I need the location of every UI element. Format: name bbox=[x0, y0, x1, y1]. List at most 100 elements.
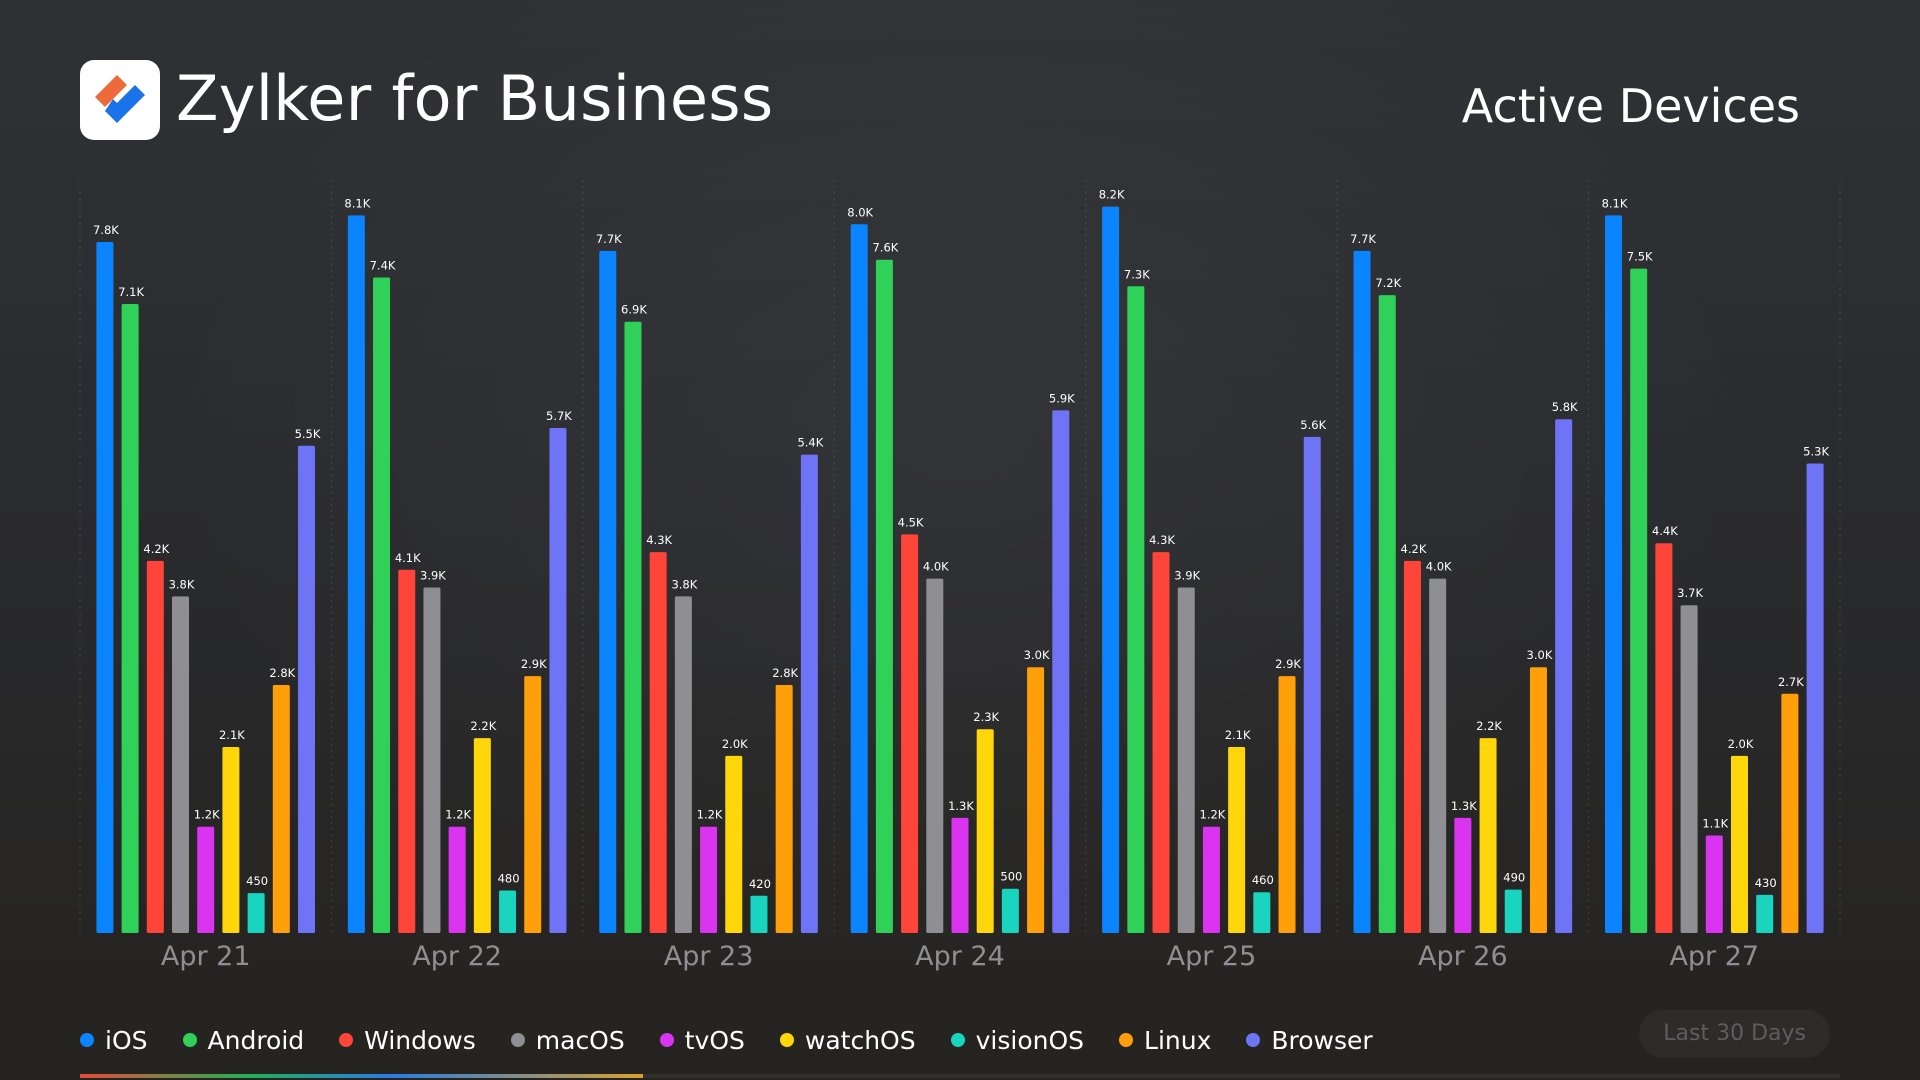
legend-item-windows[interactable]: Windows bbox=[339, 1026, 476, 1055]
bar-visionos-apr-22[interactable] bbox=[499, 890, 517, 933]
legend-dot-icon bbox=[950, 1033, 965, 1047]
bar-visionos-apr-24[interactable] bbox=[1001, 888, 1019, 933]
bar-windows-apr-22[interactable] bbox=[398, 569, 416, 933]
bar-visionos-apr-26[interactable] bbox=[1504, 889, 1522, 933]
bar-tvos-apr-24[interactable] bbox=[951, 817, 969, 933]
legend-item-visionos[interactable]: visionOS bbox=[950, 1026, 1084, 1055]
bar-linux-apr-27[interactable] bbox=[1781, 693, 1799, 933]
legend-item-macos[interactable]: macOS bbox=[510, 1026, 625, 1055]
bar-tvos-apr-22[interactable] bbox=[448, 826, 466, 933]
bar-ios-apr-26[interactable] bbox=[1353, 250, 1371, 933]
data-label: 2.1K bbox=[1225, 728, 1251, 742]
data-label: 3.8K bbox=[169, 577, 195, 591]
data-label: 4.3K bbox=[646, 533, 672, 547]
bar-android-apr-26[interactable] bbox=[1378, 295, 1396, 934]
bar-android-apr-21[interactable] bbox=[121, 304, 139, 933]
bar-macos-apr-27[interactable] bbox=[1680, 605, 1698, 933]
bar-browser-apr-21[interactable] bbox=[298, 445, 316, 933]
data-label: 1.1K bbox=[1702, 817, 1728, 831]
bar-watchos-apr-23[interactable] bbox=[725, 755, 743, 933]
date-range-button[interactable]: Last 30 Days bbox=[1639, 1010, 1830, 1058]
bar-linux-apr-22[interactable] bbox=[524, 676, 542, 933]
bar-browser-apr-25[interactable] bbox=[1303, 436, 1321, 933]
bar-tvos-apr-27[interactable] bbox=[1705, 835, 1723, 933]
bar-watchos-apr-26[interactable] bbox=[1479, 738, 1497, 933]
data-label: 7.2K bbox=[1375, 276, 1401, 290]
active-devices-chart: 7.8K 7.1K 4.2K 3.8K 1.2K 2.1K 450 2.8K 5.5K Apr 2… bbox=[96, 206, 1824, 972]
bar-linux-apr-25[interactable] bbox=[1278, 676, 1296, 933]
bar-browser-apr-23[interactable] bbox=[800, 454, 818, 933]
legend-item-tvos[interactable]: tvOS bbox=[659, 1026, 745, 1055]
bar-android-apr-22[interactable] bbox=[373, 277, 391, 934]
data-label: 7.5K bbox=[1627, 250, 1653, 264]
bar-linux-apr-23[interactable] bbox=[775, 684, 793, 933]
bar-ios-apr-23[interactable] bbox=[599, 250, 617, 933]
bar-watchos-apr-22[interactable] bbox=[473, 738, 491, 933]
legend-item-ios[interactable]: iOS bbox=[80, 1026, 148, 1055]
bar-tvos-apr-23[interactable] bbox=[700, 826, 718, 933]
data-label: 4.4K bbox=[1652, 524, 1678, 538]
data-label: 7.3K bbox=[1124, 267, 1150, 281]
bar-watchos-apr-25[interactable] bbox=[1228, 746, 1246, 933]
bar-ios-apr-21[interactable] bbox=[96, 242, 114, 933]
bar-visionos-apr-27[interactable] bbox=[1756, 894, 1774, 933]
bar-visionos-apr-25[interactable] bbox=[1253, 892, 1271, 933]
bar-browser-apr-27[interactable] bbox=[1806, 463, 1824, 933]
bar-watchos-apr-21[interactable] bbox=[222, 746, 240, 933]
data-label: 480 bbox=[498, 871, 520, 885]
data-label: 460 bbox=[1252, 873, 1274, 887]
bar-ios-apr-24[interactable] bbox=[850, 224, 868, 933]
bar-macos-apr-24[interactable] bbox=[926, 578, 944, 933]
bar-macos-apr-22[interactable] bbox=[423, 587, 441, 933]
x-tick-label: Apr 27 bbox=[1669, 941, 1759, 972]
page-title: Active Devices bbox=[1461, 79, 1800, 133]
data-label: 2.0K bbox=[1728, 737, 1754, 751]
bar-windows-apr-24[interactable] bbox=[901, 534, 919, 933]
bar-ios-apr-22[interactable] bbox=[347, 215, 365, 933]
bar-watchos-apr-27[interactable] bbox=[1730, 755, 1748, 933]
bar-windows-apr-21[interactable] bbox=[146, 560, 164, 933]
data-label: 3.0K bbox=[1024, 648, 1050, 662]
bar-windows-apr-25[interactable] bbox=[1152, 552, 1170, 933]
bar-macos-apr-23[interactable] bbox=[674, 596, 692, 933]
legend-item-watchos[interactable]: watchOS bbox=[779, 1025, 916, 1055]
data-label: 1.3K bbox=[948, 799, 974, 813]
data-label: 4.2K bbox=[1401, 542, 1427, 556]
data-label: 4.1K bbox=[395, 551, 421, 565]
bar-tvos-apr-26[interactable] bbox=[1454, 817, 1472, 933]
chart-area: 7.8K 7.1K 4.2K 3.8K 1.2K 2.1K 450 2.8K 5.5K Apr 2… bbox=[96, 206, 1824, 972]
bar-windows-apr-23[interactable] bbox=[649, 552, 667, 933]
data-label: 3.0K bbox=[1527, 648, 1553, 662]
bar-tvos-apr-25[interactable] bbox=[1202, 826, 1220, 933]
bar-ios-apr-27[interactable] bbox=[1604, 215, 1622, 933]
legend-dot-icon bbox=[510, 1033, 525, 1047]
bar-ios-apr-25[interactable] bbox=[1102, 206, 1120, 933]
legend-item-android[interactable]: Android bbox=[182, 1026, 304, 1055]
bar-visionos-apr-21[interactable] bbox=[247, 893, 265, 933]
bar-windows-apr-27[interactable] bbox=[1655, 543, 1673, 933]
legend-label: Browser bbox=[1271, 1025, 1373, 1055]
bar-linux-apr-24[interactable] bbox=[1027, 667, 1045, 933]
bar-android-apr-25[interactable] bbox=[1127, 286, 1145, 933]
bar-android-apr-24[interactable] bbox=[875, 259, 893, 934]
bar-android-apr-27[interactable] bbox=[1630, 268, 1648, 933]
bar-watchos-apr-24[interactable] bbox=[976, 729, 994, 933]
legend-item-browser[interactable]: Browser bbox=[1246, 1025, 1373, 1055]
data-label: 5.6K bbox=[1300, 418, 1326, 432]
bar-tvos-apr-21[interactable] bbox=[197, 826, 215, 933]
bar-windows-apr-26[interactable] bbox=[1403, 560, 1421, 933]
x-tick-label: Apr 24 bbox=[915, 941, 1005, 972]
bar-visionos-apr-23[interactable] bbox=[750, 895, 768, 933]
bar-linux-apr-26[interactable] bbox=[1529, 667, 1547, 933]
legend-item-linux[interactable]: Linux bbox=[1119, 1026, 1211, 1055]
bar-macos-apr-25[interactable] bbox=[1177, 587, 1195, 933]
data-label: 5.5K bbox=[295, 427, 321, 441]
bar-browser-apr-24[interactable] bbox=[1052, 410, 1070, 933]
legend-label: watchOS bbox=[804, 1025, 916, 1055]
bar-macos-apr-26[interactable] bbox=[1429, 578, 1447, 933]
bar-browser-apr-22[interactable] bbox=[549, 428, 567, 933]
bar-browser-apr-26[interactable] bbox=[1555, 419, 1573, 933]
bar-linux-apr-21[interactable] bbox=[272, 684, 290, 933]
bar-macos-apr-21[interactable] bbox=[172, 596, 190, 933]
bar-android-apr-23[interactable] bbox=[624, 321, 642, 933]
